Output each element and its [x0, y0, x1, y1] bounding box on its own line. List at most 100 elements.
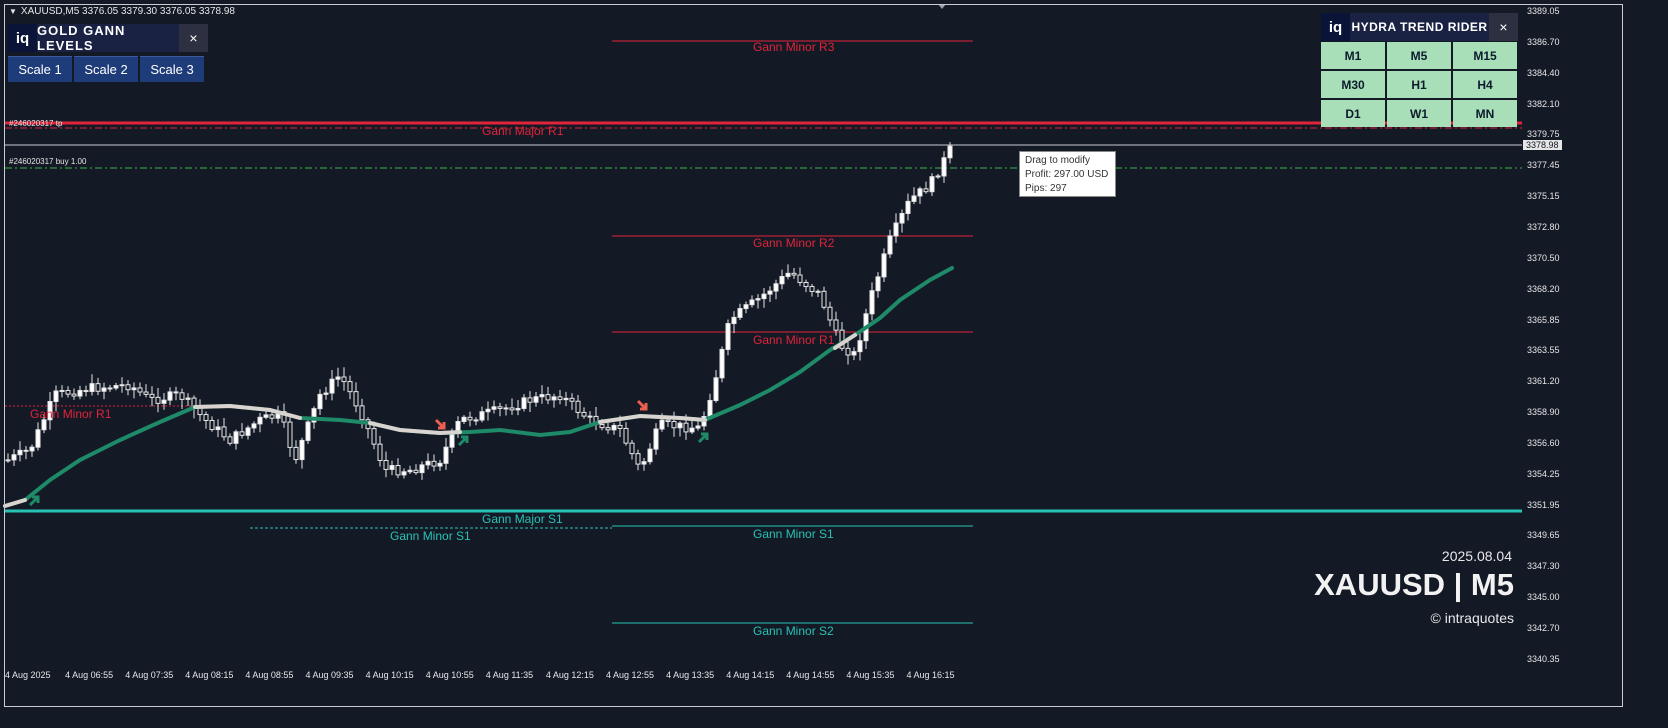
gann-minor-s2-label: Gann Minor S2	[753, 624, 834, 638]
candle-body	[353, 391, 359, 407]
candle-body	[239, 431, 245, 436]
candle-body	[167, 391, 173, 401]
scroll-marker-icon[interactable]	[938, 4, 946, 9]
candle-body	[47, 401, 53, 421]
candle-body	[743, 304, 749, 310]
candle-body	[809, 286, 815, 292]
candle-body	[575, 400, 581, 413]
candle-body	[131, 387, 137, 391]
candle-body	[155, 396, 161, 404]
candle-body	[107, 387, 113, 390]
candle-body	[869, 290, 875, 315]
tooltip-title: Drag to modify	[1025, 155, 1091, 166]
candle-body	[101, 387, 107, 392]
price-tick-label: 3347.30	[1527, 561, 1560, 572]
candle-body	[677, 422, 683, 429]
candle-body	[485, 408, 491, 413]
price-tick-label: 3340.35	[1527, 653, 1560, 664]
price-tick-label: 3384.40	[1527, 67, 1560, 78]
candle-body	[761, 293, 767, 300]
candle-body	[827, 306, 833, 321]
candle-body	[293, 446, 299, 461]
candle-body	[911, 195, 917, 202]
candle-body	[89, 383, 95, 393]
candle-body	[35, 429, 41, 448]
candle-body	[689, 427, 695, 433]
candle-body	[659, 419, 665, 430]
candle-body	[281, 411, 287, 423]
timeframe-m30-button[interactable]: M30	[1321, 71, 1385, 98]
candle-body	[113, 385, 119, 389]
candle-body	[611, 424, 617, 431]
candle-body	[803, 281, 809, 288]
candle-body	[647, 448, 653, 463]
candle-body	[551, 396, 557, 401]
candle-body	[695, 425, 701, 429]
time-tick-label: 4 Aug 06:55	[65, 670, 114, 680]
time-tick-label: 4 Aug 14:55	[786, 670, 835, 680]
candle-body	[29, 446, 35, 452]
gann-minor-r1-label-left: Gann Minor R1	[30, 407, 112, 421]
watermark-date: 2025.08.04	[1441, 548, 1512, 564]
candle-body	[203, 414, 209, 421]
timeframe-w1-button[interactable]: W1	[1387, 100, 1451, 127]
price-tick-label: 3389.05	[1527, 6, 1560, 16]
candle-body	[341, 376, 347, 383]
candle-body	[143, 391, 149, 395]
candle-body	[269, 414, 275, 419]
candle-body	[329, 378, 335, 394]
timeframe-m5-button[interactable]: M5	[1387, 42, 1451, 69]
candle-body	[557, 396, 563, 401]
timeframe-m1-button[interactable]: M1	[1321, 42, 1385, 69]
candle-body	[413, 469, 419, 474]
candle-body	[71, 393, 77, 397]
candle-body	[83, 389, 89, 393]
timeframe-h1-button[interactable]: H1	[1387, 71, 1451, 98]
candle-body	[725, 323, 731, 350]
candle-body	[671, 420, 677, 429]
gann-major-s1-label: Gann Major S1	[482, 512, 563, 526]
candle-body	[797, 274, 803, 283]
time-tick-label: 4 Aug 09:35	[305, 670, 354, 680]
candle-body	[767, 290, 773, 295]
hydra-panel-title: HYDRA TREND RIDER	[1350, 13, 1489, 41]
price-tick-label: 3349.65	[1527, 530, 1560, 541]
tooltip-profit: Profit: 297.00 USD	[1025, 169, 1109, 180]
scale-3-button[interactable]: Scale 3	[140, 56, 204, 82]
candle-body	[713, 377, 719, 401]
candle-body	[917, 188, 923, 197]
candle-body	[569, 397, 575, 402]
candle-body	[11, 454, 17, 461]
time-tick-label: 4 Aug 15:35	[846, 670, 895, 680]
collapse-triangle-icon[interactable]: ▼	[9, 7, 17, 16]
candle-body	[215, 426, 221, 431]
candle-body	[947, 145, 953, 159]
close-icon[interactable]: ×	[1489, 13, 1518, 41]
candle-body	[779, 275, 785, 285]
candle-body	[515, 407, 521, 411]
buy-arrow-icon	[457, 435, 469, 447]
candle-body	[605, 427, 611, 431]
symbol-header: ▼ XAUUSD,M5 3376.05 3379.30 3376.05 3378.…	[9, 6, 235, 17]
candle-body	[371, 428, 377, 445]
scale-1-button[interactable]: Scale 1	[8, 56, 72, 82]
scale-2-button[interactable]: Scale 2	[74, 56, 138, 82]
timeframe-m15-button[interactable]: M15	[1453, 42, 1517, 69]
candle-body	[707, 399, 713, 418]
candle-body	[227, 436, 233, 444]
price-tick-label: 3368.20	[1527, 283, 1560, 294]
timeframe-mn-button[interactable]: MN	[1453, 100, 1517, 127]
candle-body	[77, 389, 83, 397]
tp-order-label: #246020317 tp	[9, 119, 63, 128]
timeframe-h4-button[interactable]: H4	[1453, 71, 1517, 98]
gann-minor-s1-label-right: Gann Minor S1	[753, 527, 834, 541]
price-tick-label: 3372.80	[1527, 221, 1560, 232]
close-icon[interactable]: ×	[179, 24, 208, 52]
time-tick-label: 4 Aug 14:15	[726, 670, 775, 680]
timeframe-d1-button[interactable]: D1	[1321, 100, 1385, 127]
candle-body	[509, 407, 515, 411]
candle-body	[587, 415, 593, 418]
gann-minor-r2-label: Gann Minor R2	[753, 236, 835, 250]
